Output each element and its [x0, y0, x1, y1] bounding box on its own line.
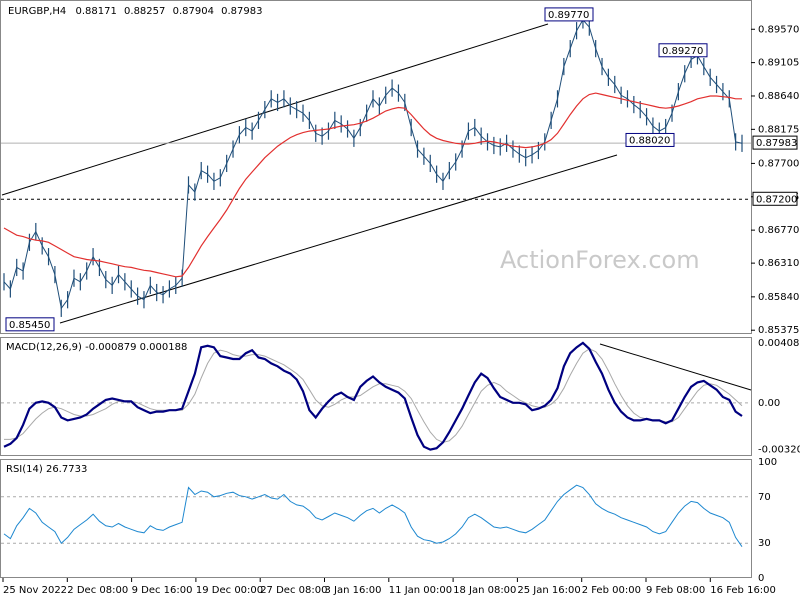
- macd-trend-line: [599, 343, 752, 391]
- x-tick-label: 11 Jan 00:00: [389, 585, 452, 596]
- watermark: ActionForex.com: [500, 246, 700, 274]
- x-tick-label: 9 Dec 16:00: [132, 585, 193, 596]
- current-price-tag: [752, 135, 798, 150]
- symbol-label: EURGBP,H4 0.88171 0.88257 0.87904 0.8798…: [8, 6, 262, 17]
- annotation-label: 0.88020: [629, 135, 670, 146]
- price-tick-label: 0.88640: [758, 91, 799, 102]
- price-tick-label: 0.87700: [758, 158, 799, 169]
- price-tick-label: 0.89105: [758, 58, 799, 69]
- current-price-label: 0.87983: [756, 138, 797, 149]
- price-tick-label: 0.86770: [758, 225, 799, 236]
- rsi-panel-frame: [0, 459, 752, 578]
- rsi-line: [3, 484, 743, 547]
- x-tick-label: 16 Feb 16:00: [710, 585, 776, 596]
- price-tick-label: 0.89570: [758, 24, 799, 35]
- annotation-box: [625, 132, 675, 147]
- rsi-tick-label: 30: [758, 538, 771, 549]
- annotation-high: 0.89270: [658, 43, 708, 58]
- moving-average-line: [3, 92, 742, 278]
- annotation-box: [544, 7, 594, 22]
- x-tick-label: 2 Dec 08:00: [67, 585, 128, 596]
- x-tick-label: 2 Feb 00:00: [582, 585, 641, 596]
- rsi-tick-label: 70: [758, 492, 771, 503]
- x-tick-label: 25 Nov 2022: [3, 585, 67, 596]
- macd-label: MACD(12,26,9) -0.000879 0.000188: [6, 342, 187, 353]
- x-tick-label: 19 Dec 00:00: [196, 585, 263, 596]
- annotation-start-low: 0.85450: [5, 317, 55, 332]
- macd-line: [3, 341, 743, 451]
- x-tick-label: 27 Dec 08:00: [260, 585, 327, 596]
- macd-tick-label: -0.003209: [758, 445, 800, 456]
- annotation-peak: 0.89770: [544, 7, 594, 22]
- x-tick-label: 9 Feb 08:00: [646, 585, 705, 596]
- annotation-low: 0.88020: [625, 132, 675, 147]
- annotation-label: 0.85450: [9, 320, 50, 331]
- annotation-label: 0.89270: [662, 46, 703, 57]
- price-tick-label: 0.88175: [758, 124, 799, 135]
- price-tick-label: 0.85840: [758, 292, 799, 303]
- price-panel-frame: [0, 0, 752, 334]
- x-tick-label: 25 Jan 16:00: [517, 585, 580, 596]
- annotation-box: [5, 317, 55, 332]
- channel-lower-line: [59, 154, 618, 324]
- annotation-box: [658, 43, 708, 58]
- x-tick-label: 18 Jan 08:00: [453, 585, 516, 596]
- price-line: [3, 19, 743, 310]
- annotation-label: 0.89770: [548, 10, 589, 21]
- macd-panel-frame: [0, 337, 752, 456]
- x-tick-label: 3 Jan 16:00: [325, 585, 382, 596]
- price-tick-label: 0.86310: [758, 258, 799, 269]
- price-tick-label: 0.85375: [758, 325, 799, 336]
- support-price-tag: [752, 191, 798, 206]
- rsi-tick-label: 100: [758, 457, 777, 468]
- macd-tick-label: 0.004083: [758, 338, 800, 349]
- support-price-label: 0.87200: [756, 194, 797, 205]
- channel-upper-line: [1, 23, 549, 196]
- macd-tick-label: 0.00: [758, 398, 780, 409]
- rsi-tick-label: 0: [758, 573, 764, 584]
- rsi-label: RSI(14) 26.7733: [6, 464, 87, 475]
